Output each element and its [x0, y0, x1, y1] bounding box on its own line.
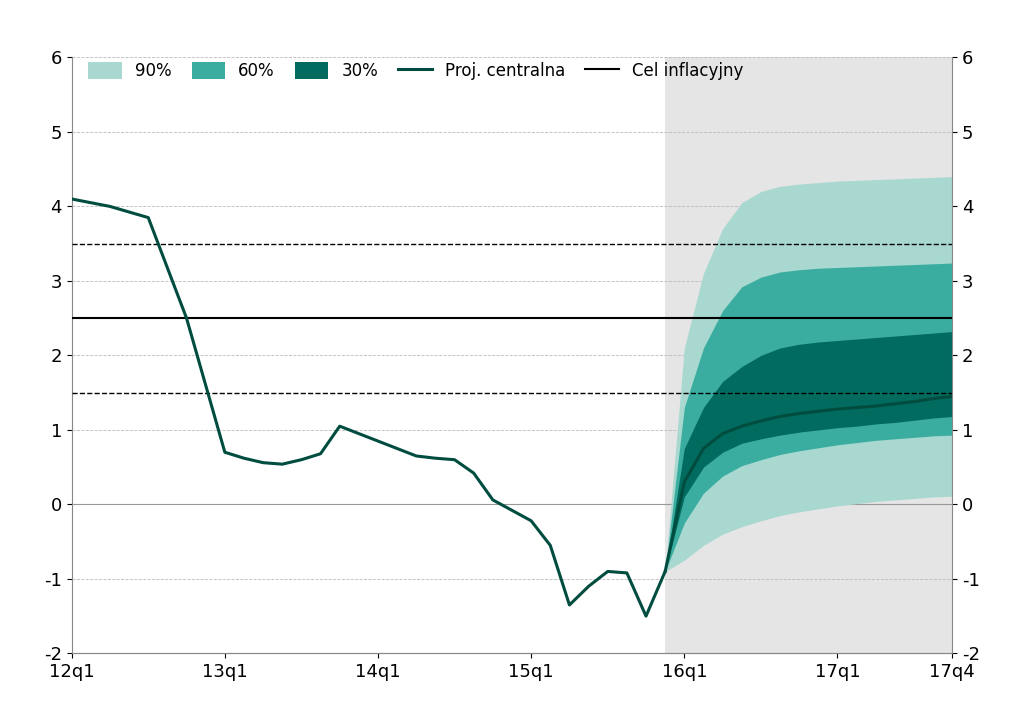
Bar	[666, 57, 952, 653]
Legend: 90%, 60%, 30%, Proj. centralna, Cel inflacyjny: 90%, 60%, 30%, Proj. centralna, Cel infl…	[80, 54, 752, 89]
